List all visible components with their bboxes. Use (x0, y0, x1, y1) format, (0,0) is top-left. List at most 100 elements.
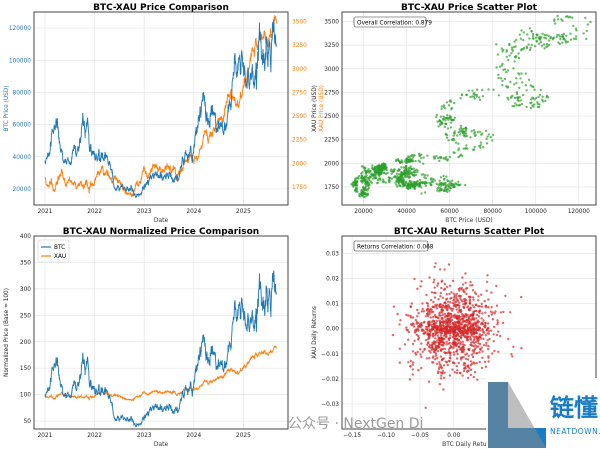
scatter-point (440, 366, 443, 369)
scatter-point (392, 176, 396, 179)
scatter-point (464, 298, 467, 301)
scatter-point (434, 332, 437, 336)
scatter-point (453, 132, 456, 135)
scatter-point (428, 356, 431, 360)
scatter-point (416, 350, 419, 354)
scatter-point (420, 355, 423, 359)
y-tick-label: 3250 (292, 43, 307, 49)
scatter-point (417, 324, 420, 328)
scatter-point (473, 328, 476, 331)
scatter-point (411, 363, 415, 366)
scatter-point (441, 317, 444, 320)
scatter-point (585, 29, 588, 33)
scatter-point (446, 127, 450, 130)
scatter-point (443, 331, 447, 335)
scatter-point (532, 105, 535, 108)
scatter-point (474, 331, 478, 334)
scatter-point (547, 34, 550, 37)
scatter-point (446, 114, 449, 117)
scatter-point (437, 156, 440, 160)
scatter-point (536, 101, 539, 104)
scatter-point (511, 48, 514, 51)
scatter-point (431, 341, 434, 344)
scatter-point (440, 187, 443, 191)
scatter-point (440, 122, 444, 125)
scatter-point (426, 154, 429, 157)
scatter-point (401, 185, 405, 188)
scatter-point (457, 155, 460, 159)
scatter-point (417, 321, 420, 325)
scatter-point (473, 306, 476, 309)
scatter-point (420, 310, 424, 313)
scatter-point (535, 40, 538, 43)
scatter-point (443, 157, 446, 160)
scatter-point (444, 132, 447, 136)
scatter-point (436, 120, 439, 123)
scatter-point (482, 331, 485, 334)
scatter-point (436, 357, 439, 360)
x-axis-label: BTC Daily Returns (442, 441, 496, 448)
scatter-point (452, 326, 456, 329)
scatter-point (381, 180, 385, 184)
scatter-point (386, 171, 389, 175)
scatter-point (470, 333, 473, 336)
scatter-point (501, 79, 504, 83)
scatter-point (453, 337, 457, 340)
scatter-point (457, 142, 460, 145)
scatter-point (533, 45, 537, 48)
scatter-point (514, 102, 517, 105)
scatter-point (471, 304, 474, 307)
scatter-point (562, 37, 566, 40)
x-tick-label: 40000 (397, 209, 416, 215)
scatter-point (416, 308, 419, 312)
y-tick-label: 2750 (324, 90, 339, 96)
scatter-point (442, 388, 445, 391)
scatter-point (545, 94, 549, 98)
btc-normalized-line (44, 270, 277, 428)
y-tick-label: 100000 (9, 58, 31, 64)
scatter-point (449, 331, 452, 334)
x-tick-label: 2025 (236, 433, 251, 439)
scatter-point (466, 305, 470, 308)
scatter-point (422, 173, 425, 176)
scatter-point (458, 289, 461, 292)
scatter-point (446, 300, 450, 303)
scatter-point (511, 94, 514, 98)
scatter-point (476, 378, 479, 381)
scatter-point (451, 329, 455, 332)
scatter-point (405, 158, 408, 161)
scatter-point (396, 312, 399, 316)
scatter-point (517, 56, 521, 60)
scatter-point (457, 301, 461, 304)
scatter-point (374, 176, 377, 179)
scatter-point (469, 322, 472, 325)
scatter-point (471, 296, 475, 299)
scatter-point (400, 166, 403, 169)
scatter-point (441, 313, 444, 317)
scatter-point (524, 72, 527, 75)
scatter-point (505, 70, 508, 74)
scatter-point (467, 89, 470, 92)
scatter-point (447, 118, 450, 121)
scatter-point (427, 314, 430, 317)
scatter-point (572, 37, 576, 40)
scatter-point (490, 313, 493, 316)
scatter-point (538, 105, 541, 109)
scatter-point (390, 168, 393, 171)
scatter-point (409, 165, 412, 168)
scatter-point (438, 312, 441, 315)
scatter-point (508, 54, 511, 57)
scatter-point (441, 309, 445, 312)
scatter-point (517, 52, 520, 55)
scatter-point (464, 362, 467, 365)
scatter-point (413, 154, 416, 157)
scatter-point (518, 86, 521, 90)
scatter-point (422, 310, 426, 313)
scatter-point (526, 33, 529, 36)
scatter-point (457, 345, 461, 348)
scatter-point (441, 296, 445, 299)
scatter-point (490, 306, 493, 309)
scatter-point (461, 321, 464, 324)
scatter-point (474, 309, 477, 312)
scatter-point (537, 42, 541, 45)
